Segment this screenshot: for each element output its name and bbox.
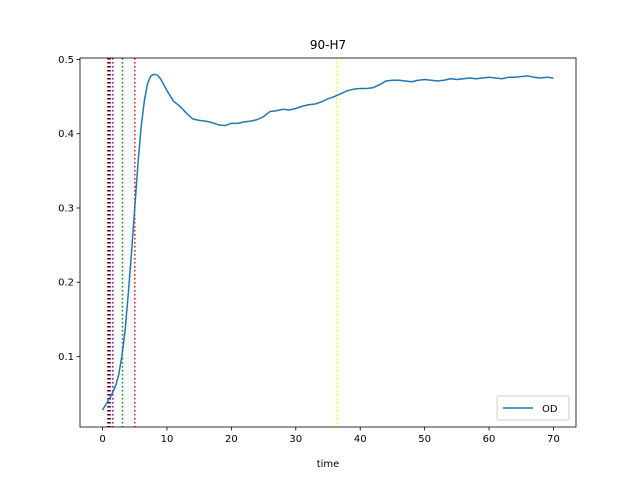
x-tick-label: 50: [418, 434, 431, 445]
y-tick-label: 0.3: [58, 203, 74, 214]
x-tick-label: 30: [289, 434, 302, 445]
y-axis-ticks: 0.1 0.2 0.3 0.4 0.5: [58, 55, 80, 363]
legend: OD: [496, 395, 570, 421]
x-tick-label: 60: [483, 434, 496, 445]
x-tick-label: 70: [547, 434, 560, 445]
y-tick-label: 0.5: [58, 55, 74, 66]
x-tick-label: 40: [354, 434, 367, 445]
x-axis-ticks: 0 10 20 30 40 50 60 70: [99, 427, 560, 445]
series-line-0: [101, 73, 554, 411]
legend-label-od: OD: [542, 404, 558, 415]
x-tick-label: 0: [99, 434, 105, 445]
plot-frame: [79, 57, 577, 428]
x-tick-label: 20: [225, 434, 238, 445]
chart-title: 90-H7: [310, 38, 346, 52]
plot-lines: [101, 73, 554, 411]
x-tick-label: 10: [161, 434, 174, 445]
vertical-markers: [106, 58, 338, 427]
x-axis-label: time: [317, 459, 340, 470]
y-tick-label: 0.1: [58, 352, 74, 363]
y-tick-label: 0.4: [58, 129, 74, 140]
y-tick-label: 0.2: [58, 278, 74, 289]
